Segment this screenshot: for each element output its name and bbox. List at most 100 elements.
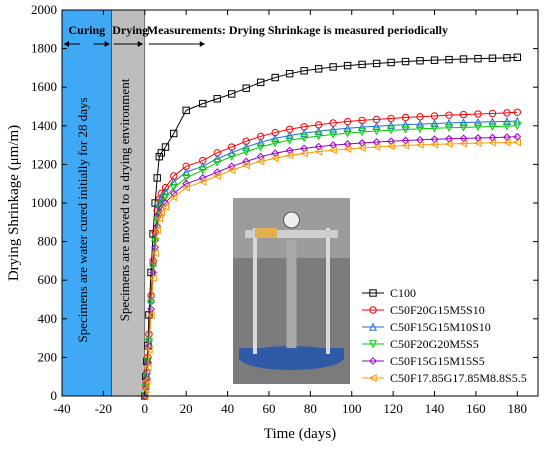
series-0-point-11: [161, 143, 170, 151]
series-0-point-24: [343, 61, 352, 70]
series-3-point-21: [300, 134, 309, 143]
series-3-point-7: [151, 237, 160, 246]
legend-item-4: C50F15G15M15S5: [362, 354, 485, 368]
series-3-point-28: [401, 125, 410, 134]
series-3-point-15: [213, 158, 222, 167]
y-tick-label-10: 2000: [31, 2, 57, 17]
x-tick-label-0: -40: [53, 401, 70, 416]
series-0-point-15: [213, 95, 221, 103]
series-5-point-22: [314, 147, 323, 156]
series-5-point-26: [372, 143, 381, 152]
series-0-point-30: [430, 56, 439, 64]
x-tick-label-3: 20: [180, 401, 193, 416]
series-0-point-36: [513, 53, 522, 61]
series-1-point-32: [459, 110, 468, 119]
photo-specimen: [286, 240, 297, 348]
series-3-point-32: [459, 123, 468, 132]
series-5-point-11: [161, 202, 170, 211]
series-0-point-32: [459, 55, 468, 63]
x-tick-label-10: 160: [466, 401, 486, 416]
series-5-point-3: [143, 363, 152, 372]
curing-label: Curing: [68, 23, 105, 37]
series-5-point-33: [473, 139, 482, 148]
series-2-point-14: [198, 162, 207, 171]
legend-marker-0: [369, 289, 377, 297]
series-1-point-33: [474, 110, 482, 118]
series-0-point-21: [300, 67, 308, 75]
series-2-point-13: [182, 167, 191, 176]
legend: C100 C50F20G15M5S10 C50F15G15M10S10 C50F20G…: [362, 286, 527, 385]
band-annotations: Specimens are water cured initially for …: [75, 78, 132, 342]
photo-dial-gauge: [283, 211, 300, 229]
band-1: [111, 9, 146, 397]
series-0-point-28: [401, 57, 410, 66]
series-2-point-33: [473, 117, 482, 126]
series-layer: [140, 53, 522, 401]
drying-label: Drying: [112, 23, 148, 37]
apparatus-photo-icon: [233, 198, 350, 384]
series-5-point-16: [227, 166, 236, 175]
legend-item-1: C50F20G15M5S10: [362, 303, 485, 317]
series-5-point-23: [328, 146, 337, 155]
series-4-point-15: [213, 168, 222, 177]
series-5-point-34: [488, 138, 497, 147]
y-tick-label-1: 200: [38, 349, 58, 364]
series-3-point-5: [146, 299, 156, 308]
y-tick-label-5: 1000: [31, 195, 57, 210]
series-5-point-12: [169, 193, 178, 202]
series-5-point-27: [386, 142, 395, 151]
series-1-point-35: [503, 109, 511, 117]
y-tick-label-2: 400: [38, 311, 58, 326]
photo-crossbar: [245, 230, 338, 238]
series-0-point-8: [153, 174, 161, 182]
series-2-point-11: [161, 187, 170, 196]
series-3-point-26: [372, 127, 381, 136]
series-2-point-29: [416, 119, 425, 128]
legend-item-5: C50F17.85G17.85M8.8S5.5: [362, 371, 527, 385]
legend-marker-5: [368, 373, 377, 383]
series-1-point-34: [488, 109, 497, 118]
x-tick-label-11: 180: [508, 401, 528, 416]
axes: -40 -20 0 20 40 60 80 100 120 140 160 1800200400600…: [31, 2, 539, 416]
series-2-point-24: [343, 123, 352, 133]
x-tick-label-2: 0: [142, 401, 149, 416]
series-1-point-36: [513, 108, 522, 116]
y-tick-label-6: 1200: [31, 156, 57, 171]
series-0-point-29: [416, 57, 424, 65]
series-5-point-8: [152, 226, 161, 235]
series-5-point-30: [430, 140, 439, 149]
photo-clamp: [255, 228, 277, 238]
x-tick-label-1: -20: [95, 401, 112, 416]
series-5-point-19: [270, 154, 279, 163]
series-3-point-29: [416, 125, 425, 134]
y-tick-label-8: 1600: [31, 79, 57, 94]
series-3-point-6: [149, 262, 158, 272]
series-3-point-36: [513, 122, 522, 131]
series-2-point-19: [271, 134, 280, 143]
series-0-point-25: [358, 60, 366, 69]
series-3-point-24: [343, 129, 352, 138]
series-4-point-14: [198, 174, 207, 182]
series-5-point-1: [141, 385, 150, 394]
legend-marker-4: [369, 357, 377, 365]
photo-rod-left: [253, 228, 257, 354]
series-5-point-13: [181, 183, 190, 192]
series-2-point-36: [513, 116, 522, 125]
series-2-point-16: [227, 148, 236, 157]
y-axis-label: Drying Shrinkage (μm/m): [6, 125, 22, 281]
y-tick-label-9: 1800: [31, 41, 57, 56]
x-axis-label: Time (days): [264, 426, 336, 442]
series-3-point-16: [227, 152, 236, 161]
series-0-point-22: [314, 65, 323, 73]
series-1-point-31: [445, 111, 453, 119]
series-5-point-32: [459, 139, 468, 148]
series-line-0: [144, 56, 518, 397]
legend-label-5: C50F17.85G17.85M8.8S5.5: [390, 371, 527, 385]
series-0-point-34: [488, 54, 497, 62]
series-4-point-36: [513, 132, 522, 141]
series-0-point-19: [271, 73, 279, 82]
series-5-point-31: [444, 139, 453, 148]
series-2-point-25: [358, 122, 367, 131]
series-0-point-10: [157, 149, 166, 157]
series-3-point-30: [430, 124, 439, 133]
